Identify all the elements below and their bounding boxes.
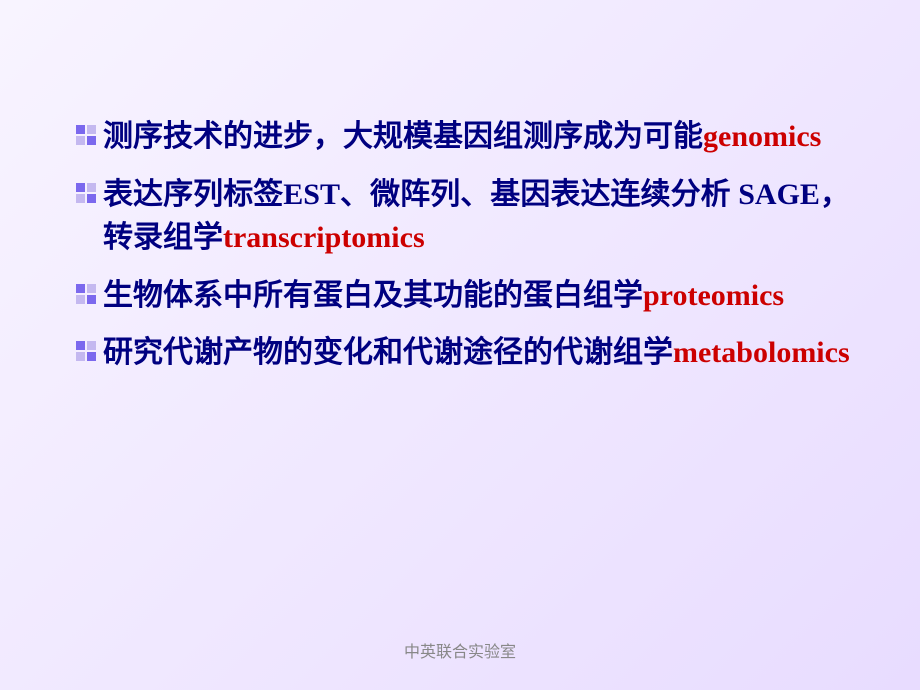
bullet-text-4: 研究代谢产物的变化和代谢途径的代谢组学metabolomics (103, 331, 850, 375)
bullet-4-keyword: metabolomics (673, 336, 850, 369)
bullet-text-3: 生物体系中所有蛋白及其功能的蛋白组学proteomics (103, 274, 850, 318)
bullet-item-2: 表达序列标签EST、微阵列、基因表达连续分析 SAGE， 转录组学transcr… (75, 173, 850, 260)
footer-text: 中英联合实验室 (404, 644, 516, 661)
slide-content: 测序技术的进步，大规模基因组测序成为可能genomics 表达序列标签EST、微… (0, 0, 920, 375)
bullet-item-3: 生物体系中所有蛋白及其功能的蛋白组学proteomics (75, 274, 850, 318)
bullet-2-keyword: transcriptomics (223, 221, 425, 254)
bullet-3-keyword: proteomics (643, 279, 784, 312)
bullet-item-4: 研究代谢产物的变化和代谢途径的代谢组学metabolomics (75, 331, 850, 375)
bullet-text-2: 表达序列标签EST、微阵列、基因表达连续分析 SAGE， 转录组学transcr… (103, 173, 850, 260)
bullet-4-text: 研究代谢产物的变化和代谢途径的代谢组学 (103, 336, 673, 369)
bullet-3-text: 生物体系中所有蛋白及其功能的蛋白组学 (103, 279, 643, 312)
diamond-bullet-icon (75, 182, 97, 204)
bullet-text-1: 测序技术的进步，大规模基因组测序成为可能genomics (103, 115, 850, 159)
bullet-1-keyword: genomics (703, 120, 821, 153)
bullet-1-text: 测序技术的进步，大规模基因组测序成为可能 (103, 120, 703, 153)
diamond-bullet-icon (75, 124, 97, 146)
bullet-item-1: 测序技术的进步，大规模基因组测序成为可能genomics (75, 115, 850, 159)
bullet-2-text: 表达序列标签EST、微阵列、基因表达连续分析 SAGE， 转录组学 (103, 178, 850, 255)
diamond-bullet-icon (75, 283, 97, 305)
slide-footer: 中英联合实验室 (0, 638, 920, 662)
diamond-bullet-icon (75, 340, 97, 362)
